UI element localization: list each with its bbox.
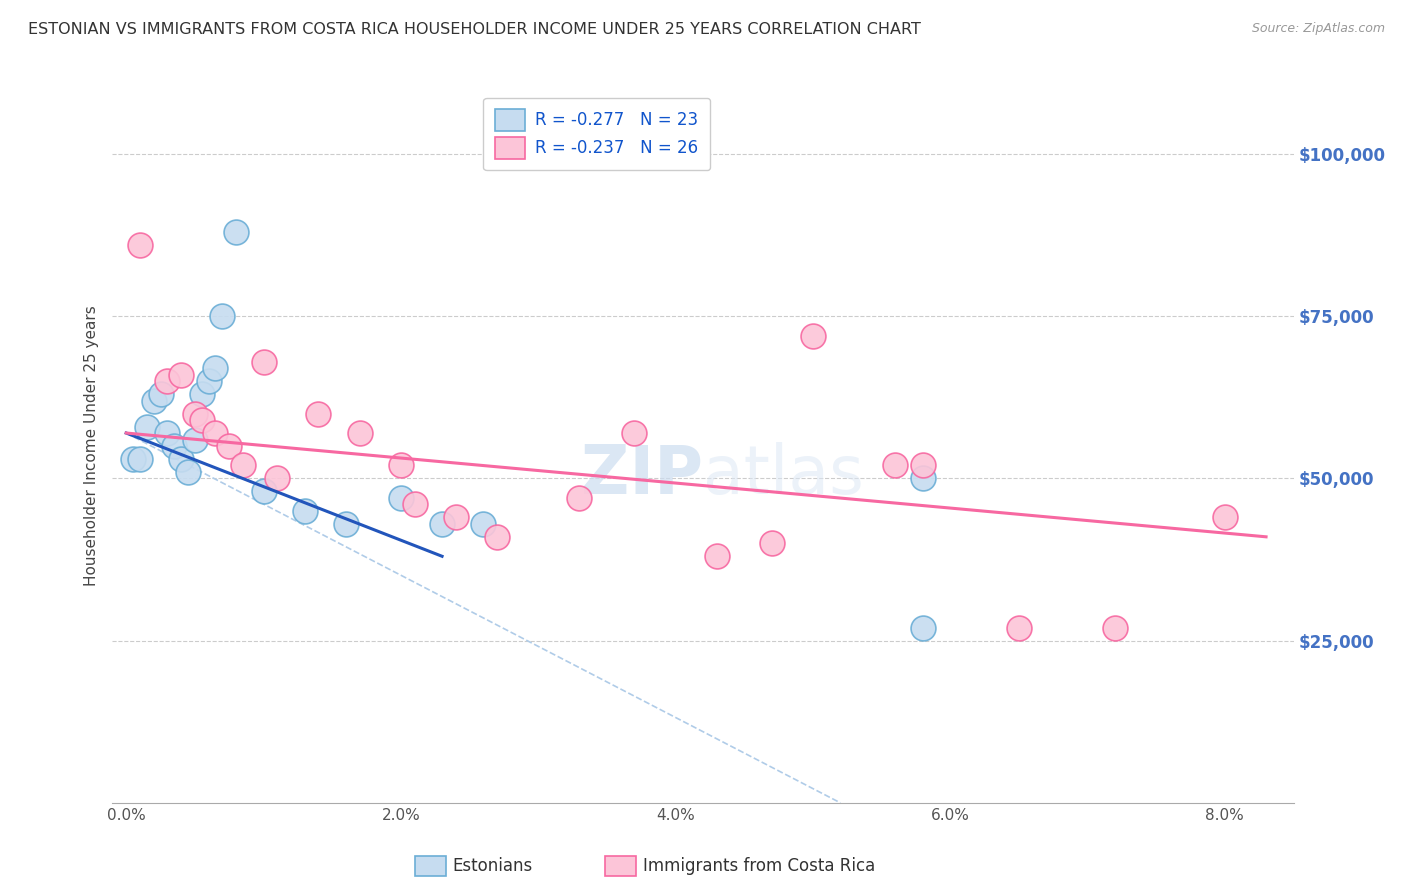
- Point: [1213, 510, 1236, 524]
- Point: [623, 425, 645, 440]
- Point: [430, 516, 453, 531]
- Point: [197, 374, 219, 388]
- Point: [177, 465, 200, 479]
- Point: [190, 413, 212, 427]
- Point: [252, 484, 274, 499]
- Point: [335, 516, 357, 531]
- Point: [135, 419, 157, 434]
- Point: [184, 433, 207, 447]
- Point: [308, 407, 330, 421]
- Point: [129, 238, 152, 252]
- Point: [156, 374, 179, 388]
- Point: [568, 491, 591, 505]
- Text: Immigrants from Costa Rica: Immigrants from Costa Rica: [643, 857, 875, 875]
- Point: [170, 452, 193, 467]
- Text: ESTONIAN VS IMMIGRANTS FROM COSTA RICA HOUSEHOLDER INCOME UNDER 25 YEARS CORRELA: ESTONIAN VS IMMIGRANTS FROM COSTA RICA H…: [28, 22, 921, 37]
- Point: [349, 425, 371, 440]
- Point: [170, 368, 193, 382]
- Point: [389, 458, 412, 473]
- Point: [225, 225, 247, 239]
- Point: [252, 354, 274, 368]
- Text: atlas: atlas: [703, 442, 863, 508]
- Point: [294, 504, 316, 518]
- Point: [218, 439, 240, 453]
- Point: [911, 471, 934, 485]
- Point: [142, 393, 165, 408]
- Point: [211, 310, 233, 324]
- Point: [149, 387, 172, 401]
- Point: [404, 497, 426, 511]
- Text: Estonians: Estonians: [453, 857, 533, 875]
- Point: [163, 439, 186, 453]
- Point: [184, 407, 207, 421]
- Point: [190, 387, 212, 401]
- Point: [472, 516, 495, 531]
- Point: [1104, 621, 1126, 635]
- Point: [204, 425, 226, 440]
- Point: [1008, 621, 1031, 635]
- Point: [706, 549, 728, 564]
- Point: [389, 491, 412, 505]
- Point: [266, 471, 288, 485]
- Point: [911, 458, 934, 473]
- Point: [485, 530, 508, 544]
- Point: [122, 452, 145, 467]
- Point: [444, 510, 467, 524]
- Point: [156, 425, 179, 440]
- Point: [884, 458, 907, 473]
- Text: Source: ZipAtlas.com: Source: ZipAtlas.com: [1251, 22, 1385, 36]
- Point: [232, 458, 254, 473]
- Legend: R = -0.277   N = 23, R = -0.237   N = 26: R = -0.277 N = 23, R = -0.237 N = 26: [484, 97, 710, 170]
- Point: [911, 621, 934, 635]
- Text: ZIP: ZIP: [581, 442, 703, 508]
- Y-axis label: Householder Income Under 25 years: Householder Income Under 25 years: [84, 306, 100, 586]
- Point: [801, 328, 824, 343]
- Point: [204, 361, 226, 376]
- Point: [129, 452, 152, 467]
- Point: [761, 536, 783, 550]
